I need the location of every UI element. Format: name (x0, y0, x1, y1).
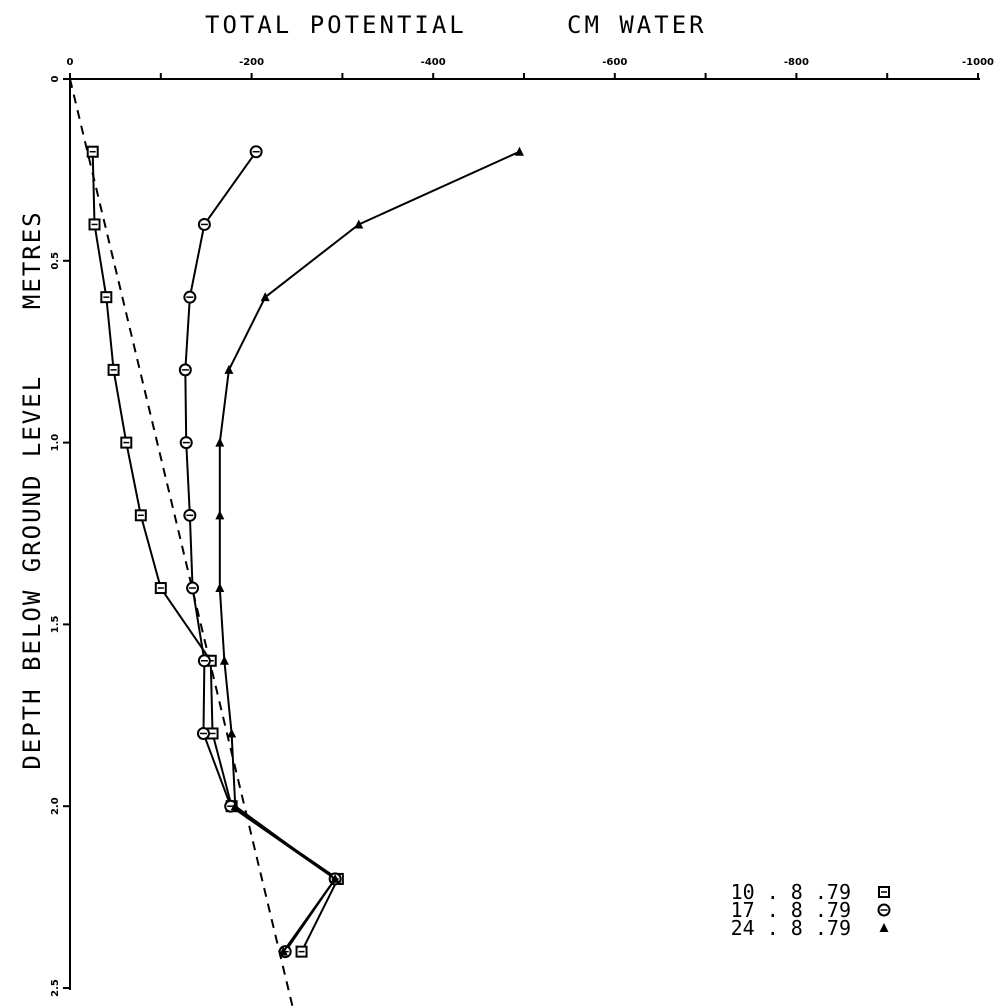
series-0-point-6 (154, 582, 167, 595)
legend-label-2: 24 . 8 .79 (731, 916, 851, 940)
series-0-point-4 (120, 436, 133, 449)
legend-marker-0 (878, 886, 890, 898)
series-0-point-0 (86, 145, 99, 158)
x-tick-label-4: -800 (784, 57, 809, 68)
series-1-point-8 (196, 726, 210, 740)
series-2-point-9 (230, 801, 240, 811)
series-2-point-6 (215, 583, 225, 593)
series-line-2 (218, 150, 520, 953)
series-2-point-3 (224, 364, 234, 374)
axis-ticks: 0 -200 -400 -600 -800 -1000 0 0.5 1.0 1.5 2.0 2.5 (50, 57, 994, 997)
series-1-point-0 (249, 145, 263, 159)
chart-title-left: TOTAL POTENTIAL (205, 11, 467, 39)
series-1-point-2 (183, 290, 197, 304)
y-tick-label-3: 1.5 (50, 616, 61, 634)
y-axis-label: DEPTH BELOW GROUND LEVEL METRES (18, 210, 46, 769)
y-tick-label-0: 0 (50, 75, 61, 82)
series-2-point-10 (330, 873, 340, 883)
y-tick-label-4: 2.0 (50, 797, 61, 815)
x-tick-label-0: 0 (67, 57, 74, 68)
y-tick-label-2: 1.0 (50, 434, 61, 452)
legend-marker-1 (877, 903, 891, 917)
legend-label-1: 17 . 8 .79 (731, 898, 851, 922)
series-0-point-1 (88, 218, 101, 231)
series-0-point-5 (134, 509, 147, 522)
series-2-point-8 (227, 728, 237, 738)
series-2-point-4 (215, 437, 225, 447)
series-1-point-1 (197, 217, 211, 231)
series-2-point-1 (354, 219, 364, 229)
x-tick-label-1: -200 (239, 57, 264, 68)
y-tick-label-5: 2.5 (50, 979, 61, 997)
legend-label-0: 10 . 8 .79 (731, 880, 851, 904)
x-tick-label-2: -400 (421, 57, 446, 68)
series-group (86, 145, 524, 959)
series-2-point-5 (215, 510, 225, 520)
chart-title-right: CM WATER (567, 11, 707, 39)
series-0-point-2 (100, 291, 113, 304)
series-1-point-4 (179, 436, 193, 450)
series-2-point-11 (278, 946, 288, 956)
x-tick-label-5: -1000 (962, 57, 994, 68)
reference-line (69, 78, 294, 1007)
x-tick-label-3: -600 (602, 57, 627, 68)
y-tick-label-1: 0.5 (50, 252, 61, 270)
reference-dashed-line (69, 78, 294, 1007)
series-1-point-5 (183, 508, 197, 522)
series-2-point-2 (260, 292, 270, 302)
series-2-point-0 (514, 146, 524, 156)
series-0-point-11 (295, 945, 308, 958)
legend-marker-2 (879, 923, 889, 932)
series-1-point-3 (178, 363, 192, 377)
series-1-point-6 (186, 581, 200, 595)
series-2-point-7 (219, 655, 229, 665)
series-0-point-3 (107, 363, 120, 376)
series-line-0 (91, 151, 340, 953)
series-1-point-7 (197, 654, 211, 668)
series-line-1 (184, 151, 337, 953)
